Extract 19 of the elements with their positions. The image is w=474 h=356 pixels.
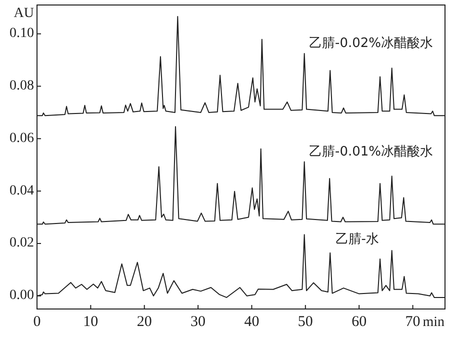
y-tick-label: 0.06 <box>10 130 34 146</box>
y-axis-title: AU <box>14 6 34 22</box>
y-tick-label: 0.04 <box>10 183 34 198</box>
series-label: 乙腈-0.01%冰醋酸水 <box>309 144 433 160</box>
series-label: 乙腈-水 <box>335 232 379 248</box>
x-tick-label: 10 <box>83 314 98 330</box>
x-tick-label: 30 <box>190 314 206 330</box>
y-tick-label: 0.00 <box>10 288 34 304</box>
x-tick-label: 40 <box>244 314 260 330</box>
x-tick-label: 0 <box>33 314 41 330</box>
y-tick-label: 0.10 <box>10 26 34 42</box>
x-tick-label: 20 <box>136 314 152 330</box>
y-tick-label: 0.02 <box>10 236 34 251</box>
x-tick-label: 50 <box>298 314 313 330</box>
x-axis-title: min <box>422 315 445 330</box>
x-tick-label: 70 <box>405 314 420 330</box>
series-label: 乙腈-0.02%冰醋酸水 <box>309 36 433 51</box>
y-tick-label: 0.08 <box>10 78 34 94</box>
x-tick-label: 60 <box>352 314 367 330</box>
